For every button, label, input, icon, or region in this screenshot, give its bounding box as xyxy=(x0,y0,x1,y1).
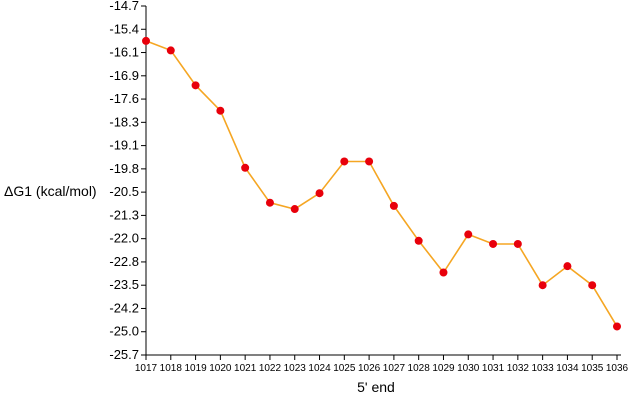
x-tick-label: 1017 xyxy=(135,363,158,374)
x-tick-label: 1019 xyxy=(184,363,207,374)
data-point xyxy=(340,157,349,166)
data-point xyxy=(389,201,398,210)
y-tick-label: -19.8 xyxy=(109,161,139,176)
x-tick-label: 1024 xyxy=(308,363,331,374)
data-point xyxy=(315,189,324,198)
y-tick-label: -14.7 xyxy=(109,0,139,13)
y-tick-label: -22.0 xyxy=(109,231,139,246)
data-point xyxy=(414,236,423,245)
x-tick-label: 1026 xyxy=(358,363,381,374)
data-point xyxy=(191,81,200,90)
y-tick-label: -22.8 xyxy=(109,254,139,269)
x-tick-label: 1027 xyxy=(383,363,406,374)
x-tick-label: 1020 xyxy=(209,363,232,374)
x-tick-label: 1022 xyxy=(259,363,282,374)
data-point xyxy=(489,239,498,248)
y-tick-label: -15.4 xyxy=(109,21,139,36)
data-point xyxy=(365,157,374,166)
y-tick-label: -24.2 xyxy=(109,300,139,315)
x-tick-label: 1035 xyxy=(581,363,604,374)
y-tick-label: -16.9 xyxy=(109,68,139,83)
x-tick-label: 1021 xyxy=(234,363,257,374)
y-tick-label: -25.0 xyxy=(109,324,139,339)
y-tick-label: -25.7 xyxy=(109,347,139,362)
x-tick-label: 1033 xyxy=(532,363,555,374)
data-point xyxy=(538,281,547,290)
data-point xyxy=(439,268,448,277)
series-group xyxy=(142,36,621,331)
data-point xyxy=(241,163,250,172)
y-tick-label: -17.6 xyxy=(109,91,139,106)
x-axis: 1017 1018 1019 1020 1021 1022 1023 1024 1025 1026… xyxy=(135,354,629,374)
y-axis: -14.7 -15.4 -16.1 -16.9 -17.6 -18.3 -19.1 -19.8… xyxy=(109,0,147,362)
data-point xyxy=(142,36,150,45)
x-tick-label: 1034 xyxy=(556,363,579,374)
x-tick-label: 1031 xyxy=(482,363,505,374)
y-axis-label: ΔG1 (kcal/mol) xyxy=(4,183,97,199)
y-tick-label: -23.5 xyxy=(109,277,139,292)
y-tick-label: -19.1 xyxy=(109,138,139,153)
data-point xyxy=(265,198,274,207)
x-tick-label: 1030 xyxy=(457,363,480,374)
x-tick-label: 1032 xyxy=(507,363,530,374)
y-tick-label: -16.1 xyxy=(109,45,139,60)
series-line xyxy=(145,40,618,327)
x-tick-label: 1025 xyxy=(333,363,356,374)
data-point xyxy=(166,46,175,55)
x-tick-label: 1028 xyxy=(408,363,431,374)
y-tick-label: -20.5 xyxy=(109,184,139,199)
x-axis-label: 5' end xyxy=(357,379,395,395)
x-tick-label: 1023 xyxy=(284,363,307,374)
data-point xyxy=(613,322,621,331)
data-point xyxy=(588,281,597,290)
x-tick-label: 1036 xyxy=(606,363,629,374)
data-point xyxy=(290,205,299,214)
y-tick-label: -18.3 xyxy=(109,114,139,129)
data-point xyxy=(464,230,473,239)
x-tick-label: 1018 xyxy=(160,363,183,374)
x-tick-label: 1029 xyxy=(432,363,455,374)
data-point xyxy=(216,106,225,115)
data-point xyxy=(563,262,572,271)
y-tick-label: -21.3 xyxy=(109,207,139,222)
data-point xyxy=(513,239,522,248)
